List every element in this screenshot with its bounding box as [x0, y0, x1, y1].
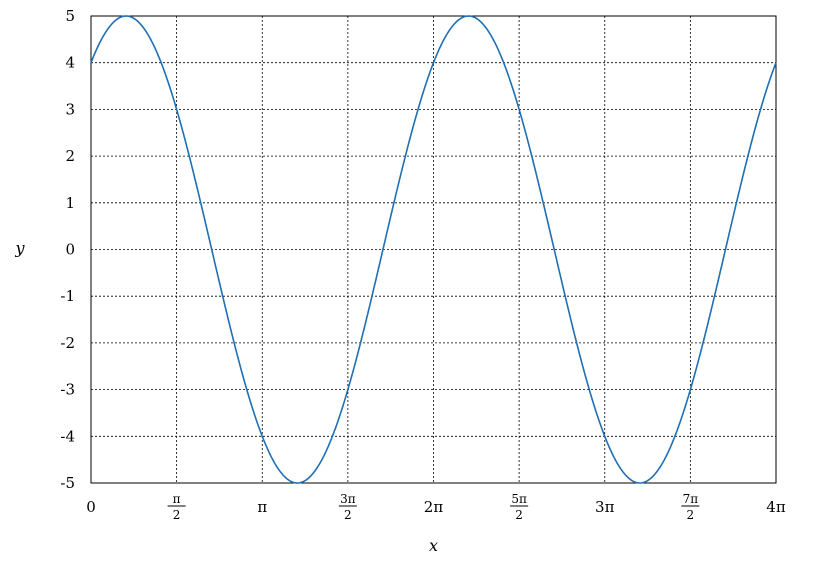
x-tick-denominator: 2: [173, 508, 181, 522]
x-tick-denominator: 2: [344, 508, 352, 522]
y-tick-label: 5: [65, 7, 75, 25]
y-tick-label: 1: [65, 194, 75, 212]
y-tick-label: -1: [60, 287, 75, 305]
x-tick-label: π: [257, 498, 267, 516]
grid-lines: [91, 16, 776, 483]
y-tick-label: 4: [65, 54, 75, 72]
x-tick-denominator: 2: [687, 508, 695, 522]
x-tick-label-fraction: π2: [167, 492, 186, 522]
x-tick-denominator: 2: [515, 508, 523, 522]
x-tick-numerator: 5π: [511, 492, 527, 506]
x-tick-numerator: 7π: [683, 492, 699, 506]
x-tick-label: 0: [86, 498, 96, 516]
y-tick-label: -5: [60, 474, 75, 492]
x-tick-labels: 0 π2 π 3π2 2π 5π2 3π 7π2 4π: [86, 492, 786, 522]
y-tick-label: 3: [65, 100, 75, 118]
x-tick-numerator: 3π: [340, 492, 356, 506]
x-tick-label: 3π: [595, 498, 615, 516]
x-tick-numerator: π: [173, 492, 181, 506]
y-tick-label: 0: [65, 241, 75, 259]
x-tick-label-fraction: 7π2: [681, 492, 700, 522]
x-axis-title: x: [429, 536, 438, 555]
x-tick-label: 4π: [766, 498, 786, 516]
y-tick-labels: 5 4 3 2 1 0 -1 -2 -3 -4 -5: [60, 7, 75, 492]
x-tick-label: 2π: [424, 498, 444, 516]
plot-frame: [90, 15, 777, 484]
x-tick-label-fraction: 5π2: [510, 492, 529, 522]
y-tick-label: 2: [65, 147, 75, 165]
y-axis-title: y: [14, 239, 25, 258]
x-tick-label-fraction: 3π2: [338, 492, 357, 522]
series-line: [90, 15, 777, 484]
plot-area: [90, 15, 777, 484]
y-tick-label: -2: [60, 334, 75, 352]
y-tick-label: -3: [60, 381, 75, 399]
y-tick-label: -4: [60, 427, 75, 445]
